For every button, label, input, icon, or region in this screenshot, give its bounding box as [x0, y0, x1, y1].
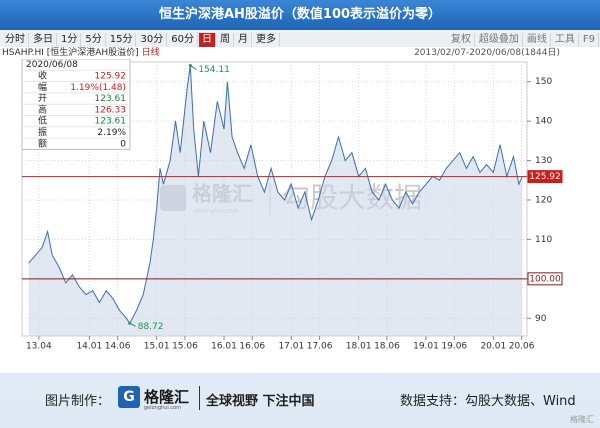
info-line: HSAHP.HI [恒生沪深港AH股溢价] 日线 2013/02/07-2020…: [0, 47, 600, 59]
info-label: 额: [38, 137, 47, 149]
period-tab[interactable]: 分时: [2, 32, 29, 47]
toolbar: 分时 多日 1分 5分 15分 30分 60分日周月更多 复权 超级叠加 画线 工具 F9: [0, 32, 600, 48]
logo: G 格隆汇 gelonghui.com: [118, 384, 196, 414]
source: 数据支持：勾股大数据、Wind: [400, 394, 576, 409]
period-tab[interactable]: 5分: [82, 32, 106, 47]
ref-label-box: [527, 272, 563, 286]
ref-label-box: [527, 170, 563, 184]
tool-buttons: 复权 超级叠加 画线 工具 F9: [448, 32, 600, 47]
y-tick-label: 120: [535, 195, 552, 205]
info-label: 幅: [38, 81, 47, 93]
tool-button[interactable]: 复权: [448, 32, 475, 47]
x-tick-label: 18.06: [374, 342, 400, 352]
footer: 图片制作： G 格隆汇 gelonghui.com 全球视野 下注中国 数据支持…: [0, 372, 600, 428]
slogan: 全球视野 下注中国: [206, 394, 315, 409]
title-bar: 恒生沪深港AH股溢价（数值100表示溢价为零）: [0, 0, 600, 30]
x-tick-label: 20.06: [509, 342, 535, 352]
logo-site: gelonghui.com: [144, 405, 182, 411]
info-label: 低: [38, 115, 47, 127]
info-date: 2020/06/08: [26, 60, 78, 70]
info-value: 2.19%: [97, 128, 126, 138]
period-tab[interactable]: 1分: [58, 32, 82, 47]
x-tick-label: 16.06: [239, 342, 265, 352]
separator: [199, 386, 200, 410]
period-tab[interactable]: 日: [198, 32, 216, 47]
y-tick-label: 110: [535, 235, 552, 245]
symbol: HSAHP.HI [恒生沪深港AH股溢价] 日线: [2, 47, 160, 59]
x-tick-label: 17.06: [307, 342, 333, 352]
info-value: 1.19%(1.48): [70, 83, 126, 93]
annotation-label: 154.11: [198, 65, 230, 75]
info-label: 收: [38, 69, 47, 81]
x-tick-label: 13.04: [26, 342, 52, 352]
logo-mark: G: [118, 386, 140, 408]
info-box: 2020/06/08收 125.92 幅 1.19%(1.48) 开 123.61 高 126…: [21, 59, 131, 150]
info-label: 振: [38, 126, 47, 138]
x-tick-label: 15.01: [144, 342, 170, 352]
x-tick-label: 18.01: [346, 342, 372, 352]
area: [28, 65, 523, 336]
y-tick-label: 90: [535, 314, 547, 324]
info-label: 开: [38, 93, 47, 104]
info-value: 123.61: [95, 117, 127, 127]
info-value: 0: [120, 139, 126, 149]
period-tab[interactable]: 周: [217, 32, 234, 47]
period-tab[interactable]: 更多: [253, 32, 280, 47]
x-tick-label: 19.06: [441, 342, 467, 352]
tool-button[interactable]: 超级叠加: [476, 32, 523, 47]
chart: 9010011012013014015013.0414.0114.0615.01…: [0, 59, 600, 373]
period-tab[interactable]: 60分: [168, 32, 198, 47]
info-value: 123.61: [95, 94, 127, 104]
made-by: 图片制作：: [45, 394, 111, 409]
period-tab[interactable]: 多日: [30, 32, 57, 47]
date-range: 2013/02/07-2020/06/08(1844日): [414, 48, 560, 58]
x-tick-label: 14.01: [76, 342, 102, 352]
logo-name: 格隆汇: [144, 388, 190, 406]
corner-mark: 格隆汇: [570, 415, 594, 424]
ref-label: 100.00: [529, 274, 561, 284]
x-tick-label: 15.06: [172, 342, 198, 352]
period-tab[interactable]: 15分: [107, 32, 137, 47]
period-tab[interactable]: 月: [235, 32, 252, 47]
tool-button[interactable]: 工具: [552, 32, 579, 47]
x-tick-label: 17.01: [278, 342, 304, 352]
period-tabs: 分时 多日 1分 5分 15分 30分 60分日周月更多: [0, 32, 281, 47]
tool-button[interactable]: F9: [580, 32, 599, 47]
period-tab[interactable]: 30分: [137, 32, 168, 47]
info-value: 125.92: [95, 71, 127, 81]
y-tick-label: 150: [535, 77, 552, 87]
y-tick-label: 130: [535, 156, 552, 166]
x-tick-label: 19.01: [413, 342, 439, 352]
period: 日线: [141, 48, 160, 58]
y-tick-label: 140: [535, 117, 552, 127]
ref-label: 125.92: [529, 172, 561, 182]
annotation-leader: [129, 322, 136, 327]
tool-button[interactable]: 画线: [524, 32, 551, 47]
info-label: 高: [38, 103, 47, 115]
info-value: 126.33: [95, 105, 127, 115]
code: HSAHP.HI [恒生沪深港AH股溢价]: [2, 48, 139, 58]
annotation-label: 88.72: [138, 322, 164, 332]
x-tick-label: 20.01: [480, 342, 506, 352]
x-tick-label: 16.01: [211, 342, 237, 352]
x-tick-label: 14.06: [105, 342, 131, 352]
annotation-leader: [190, 65, 197, 70]
